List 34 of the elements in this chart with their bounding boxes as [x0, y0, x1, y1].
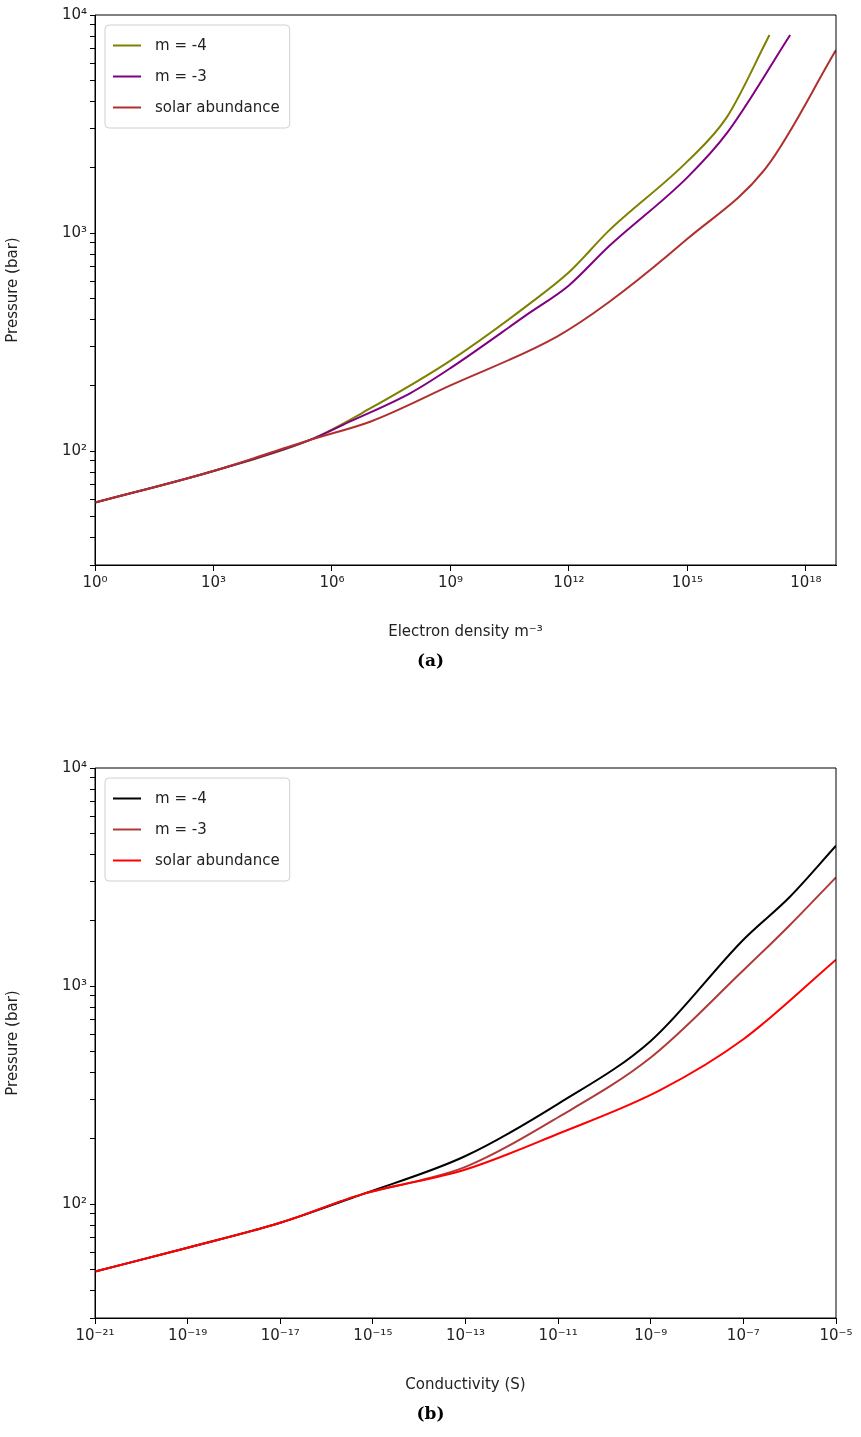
- x-tick-label: 10⁰: [82, 572, 108, 591]
- x-tick-label: 10⁻⁵: [819, 1325, 853, 1344]
- legend-label: m = -4: [155, 36, 207, 55]
- legend-label: m = -3: [155, 820, 207, 839]
- y-tick-label: 10⁴: [61, 4, 87, 23]
- x-tick-label: 10⁻¹⁹: [168, 1325, 208, 1344]
- y-tick-label: 10²: [61, 440, 87, 459]
- y-axis-title: Pressure (bar): [2, 237, 21, 343]
- text: (a): [415, 650, 446, 670]
- x-tick-label: 10⁻⁹: [634, 1325, 668, 1344]
- x-tick-label: 10³: [200, 572, 227, 591]
- y-tick-label: 10²: [61, 1193, 87, 1212]
- x-tick-label: 10⁶: [319, 572, 345, 591]
- y-tick-label: 10³: [61, 222, 87, 241]
- x-tick-label: 10⁻⁷: [726, 1325, 760, 1344]
- legend-label: m = -3: [155, 67, 207, 86]
- text: (b): [415, 1403, 446, 1423]
- legend-label: solar abundance: [155, 98, 280, 117]
- x-axis-title: Conductivity (S): [405, 1374, 526, 1393]
- x-tick-label: 10⁻¹⁷: [260, 1325, 300, 1344]
- x-tick-label: 10¹²: [553, 572, 585, 591]
- y-tick-label: 10⁴: [61, 757, 87, 776]
- x-tick-label: 10⁹: [437, 572, 463, 591]
- x-tick-label: 10⁻¹¹: [538, 1325, 578, 1344]
- x-tick-label: 10⁻¹⁵: [353, 1325, 393, 1344]
- x-axis-title: Electron density m⁻³: [388, 621, 543, 640]
- legend-label: m = -4: [155, 789, 207, 808]
- x-tick-label: 10⁻²¹: [75, 1325, 115, 1344]
- legend-label: solar abundance: [155, 851, 280, 870]
- y-tick-label: 10³: [61, 975, 87, 994]
- x-tick-label: 10¹⁸: [790, 572, 822, 591]
- x-tick-label: 10⁻¹³: [445, 1325, 486, 1344]
- y-axis-title: Pressure (bar): [2, 990, 21, 1096]
- x-tick-label: 10¹⁵: [671, 572, 703, 591]
